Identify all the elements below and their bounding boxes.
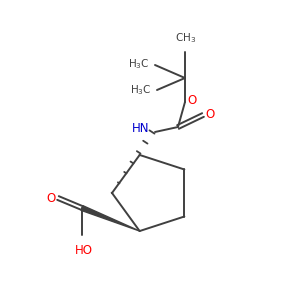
Text: CH$_3$: CH$_3$ (176, 31, 197, 45)
Text: HO: HO (75, 244, 93, 257)
Text: H$_3$C: H$_3$C (130, 83, 152, 97)
Text: HN: HN (131, 122, 149, 136)
Text: O: O (46, 191, 56, 205)
Polygon shape (81, 206, 140, 231)
Text: H$_3$C: H$_3$C (128, 57, 150, 71)
Text: O: O (206, 107, 214, 121)
Text: O: O (188, 94, 196, 106)
